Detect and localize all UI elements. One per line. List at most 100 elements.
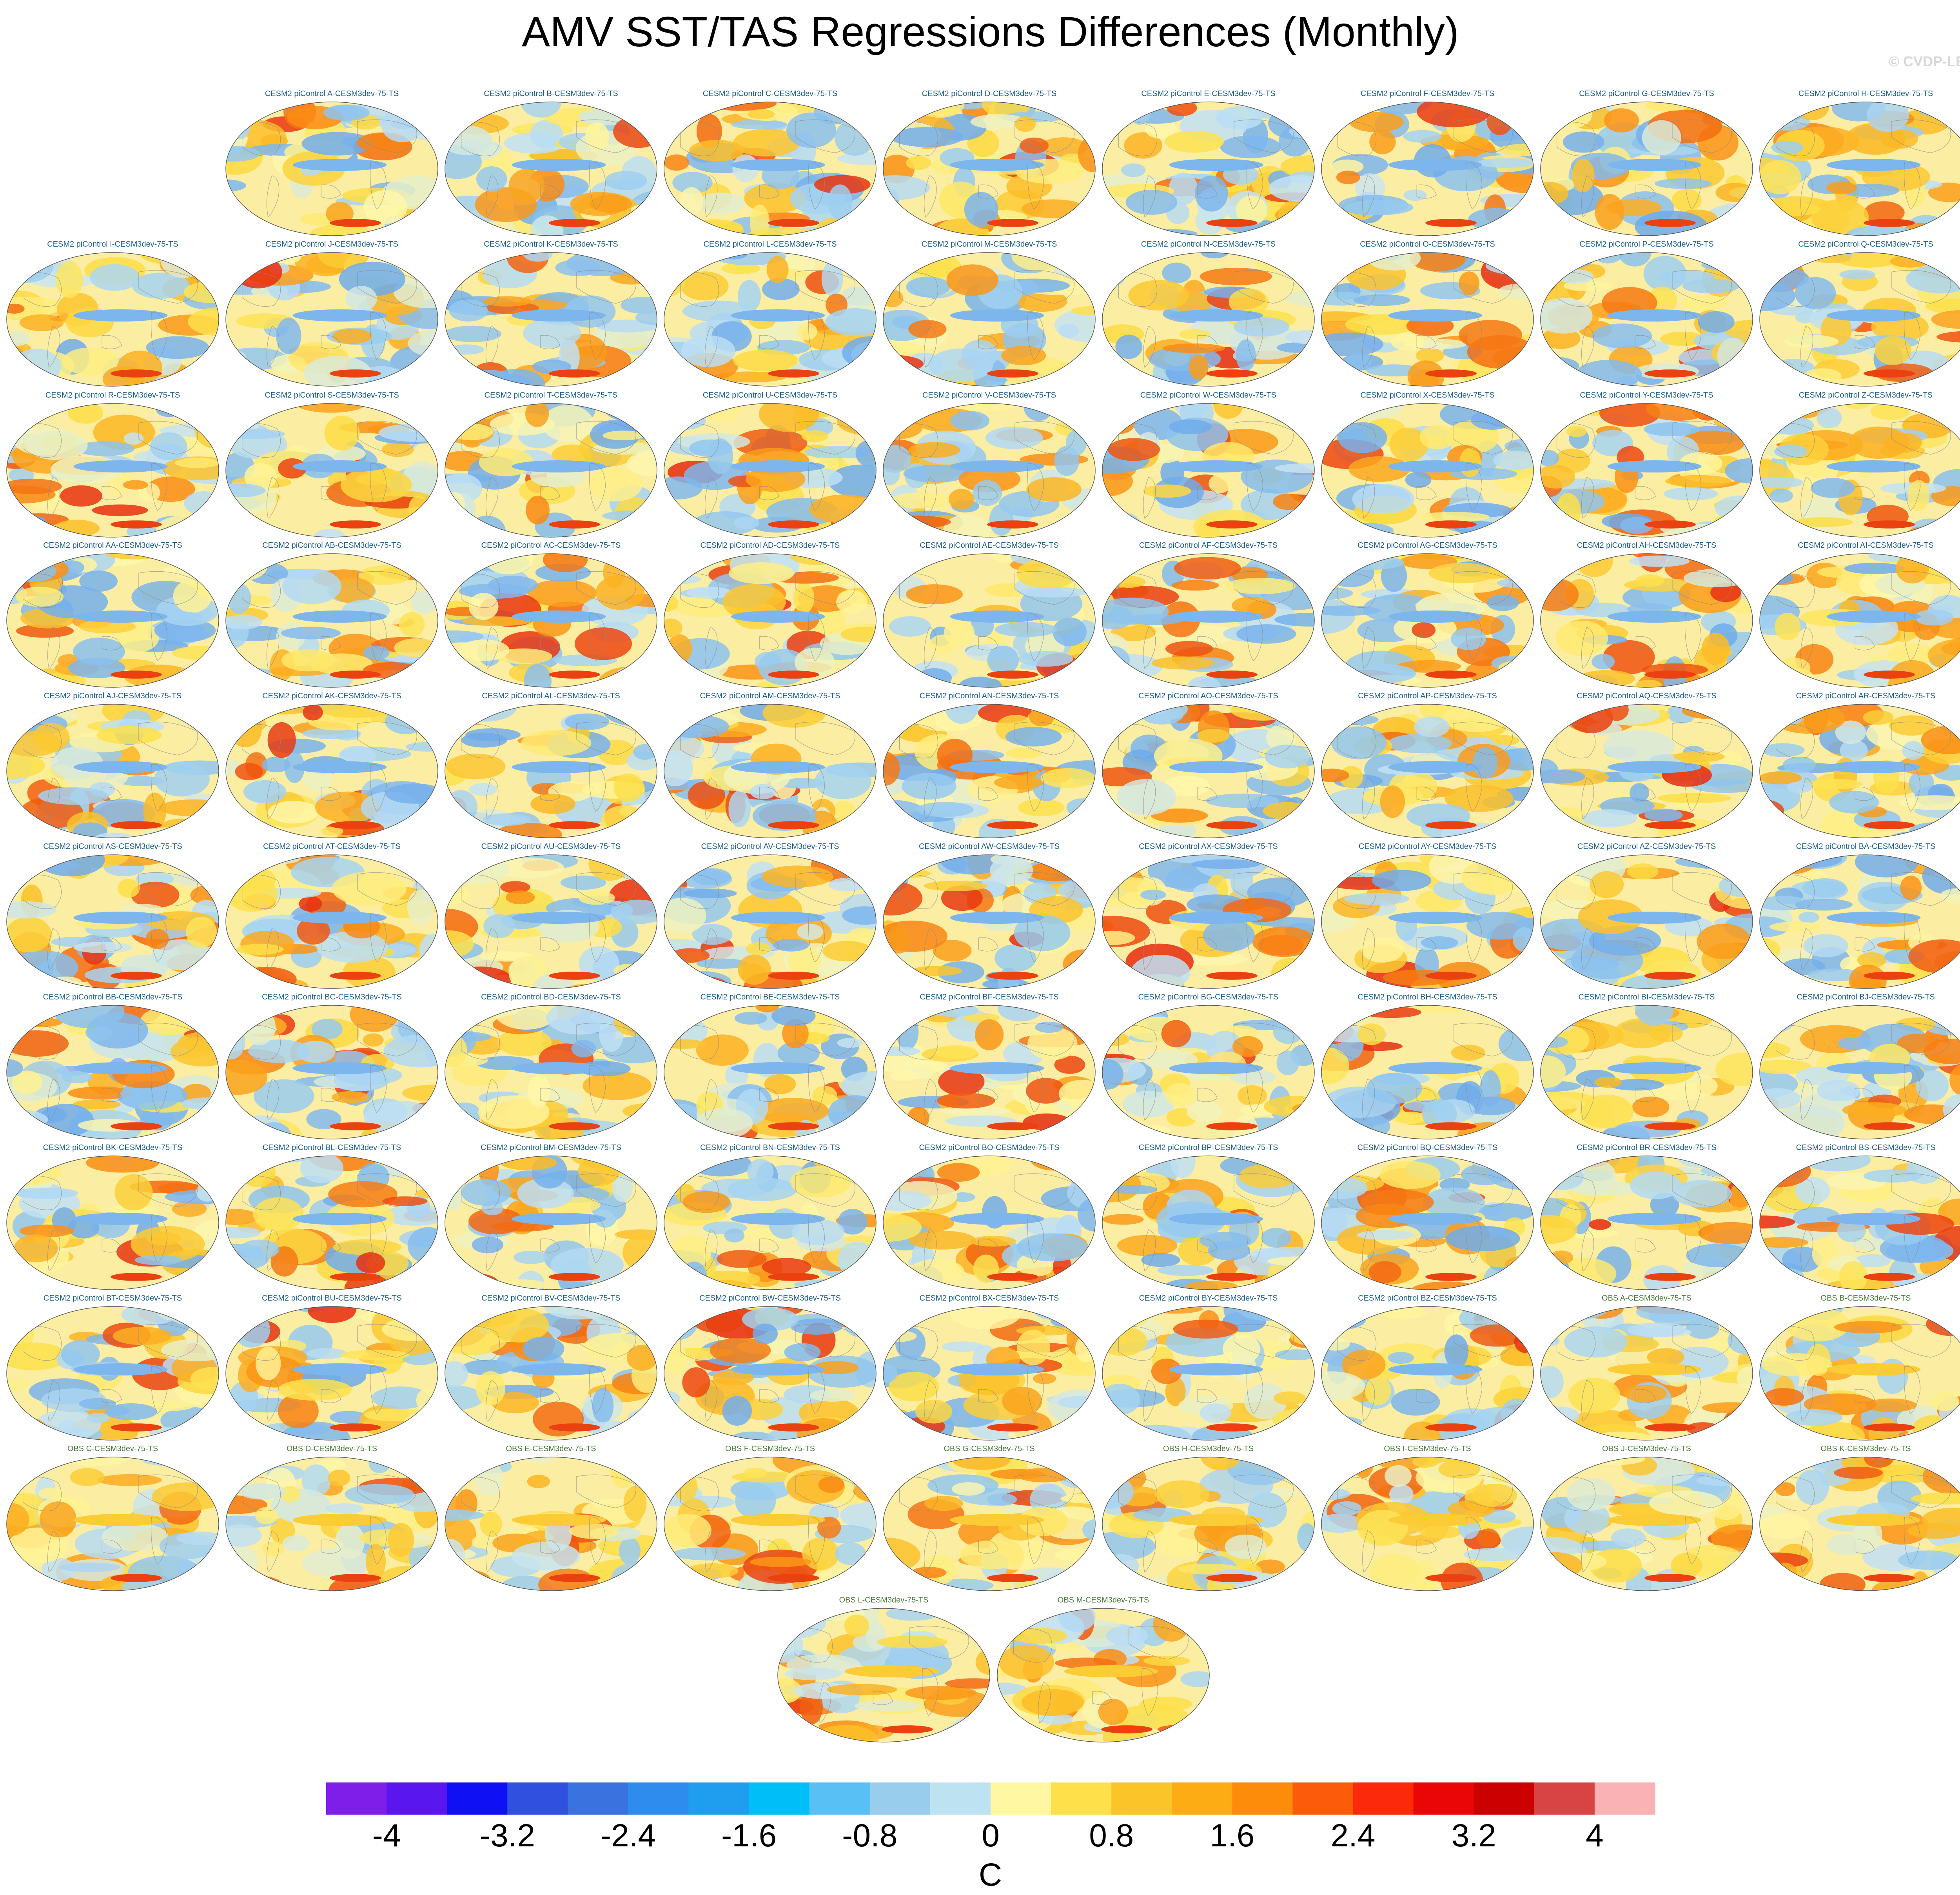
equatorial-pacific-band: [73, 1062, 168, 1074]
anomaly-patch: [1143, 484, 1191, 498]
coastline: [1672, 270, 1732, 304]
anomaly-patch: [333, 1239, 402, 1255]
coastline: [1027, 312, 1044, 360]
coastline: [23, 573, 62, 608]
coastline: [1557, 1176, 1596, 1210]
anomaly-patch: [1927, 856, 1960, 869]
anomaly-patch: [445, 1279, 480, 1290]
anomaly-patch: [1422, 1099, 1457, 1129]
robinson-map: [445, 854, 657, 989]
map-outline: [1321, 1005, 1534, 1139]
map-outline: [1759, 553, 1960, 688]
anomaly-patch: [1564, 1326, 1628, 1358]
map-panel-title: CESM2 piControl AU-CESM3dev-75-TS: [481, 842, 621, 851]
anomaly-patch: [235, 763, 263, 781]
chart-title: AMV SST/TAS Regressions Differences (Mon…: [522, 8, 1459, 55]
anomaly-patch: [7, 917, 52, 952]
anomaly-patch: [307, 1306, 356, 1323]
coastline: [1246, 764, 1263, 812]
map-panel-title: OBS D-CESM3dev-75-TS: [286, 1444, 377, 1453]
coastline: [1855, 787, 1875, 801]
coastline: [23, 1176, 62, 1210]
anomaly-patch: [1102, 403, 1143, 414]
anomaly-patch: [445, 1572, 465, 1591]
southern-ocean-patch: [768, 670, 819, 679]
anomaly-patch: [1760, 916, 1789, 938]
anomaly-patch: [1696, 828, 1753, 838]
anomaly-patch: [316, 931, 388, 963]
anomaly-patch: [1141, 1253, 1180, 1267]
anomaly-patch: [1280, 155, 1314, 178]
robinson-map: [664, 1156, 877, 1290]
anomaly-patch: [1660, 331, 1705, 346]
map-outline: [1759, 1156, 1960, 1290]
coastline: [759, 1539, 779, 1554]
anomaly-patch: [1592, 654, 1615, 670]
anomaly-patch: [1236, 339, 1256, 371]
coastline: [102, 937, 122, 952]
anomaly-patch: [1541, 465, 1575, 489]
anomaly-patch: [1854, 1254, 1891, 1268]
anomaly-patch: [891, 127, 964, 147]
anomaly-patch: [911, 966, 962, 976]
anomaly-patch: [1948, 1425, 1960, 1437]
anomaly-patch: [190, 1367, 219, 1391]
anomaly-patch: [1102, 1432, 1161, 1440]
anomaly-patch: [301, 132, 374, 156]
anomaly-patch: [835, 1542, 866, 1565]
map-outline: [1321, 403, 1534, 538]
anomaly-patch: [1165, 1377, 1186, 1406]
anomaly-patch: [7, 296, 67, 320]
robinson-map: [883, 1306, 1096, 1441]
coastline: [1118, 1025, 1158, 1060]
coastline: [357, 119, 417, 153]
equatorial-pacific-band: [292, 1363, 387, 1375]
southern-ocean-patch: [1206, 1273, 1258, 1281]
coastline: [1416, 184, 1437, 199]
southern-ocean-patch: [1425, 520, 1477, 529]
coastline: [1684, 463, 1702, 511]
anomaly-patch: [632, 253, 657, 272]
coastline: [1453, 421, 1513, 455]
map-panel-title: OBS E-CESM3dev-75-TS: [506, 1444, 596, 1453]
coastline: [357, 1023, 417, 1057]
coastline: [540, 486, 560, 500]
anomaly-patch: [244, 463, 277, 491]
coastline: [1672, 1173, 1732, 1207]
equatorial-pacific-band: [950, 1213, 1044, 1225]
anomaly-patch: [692, 1308, 743, 1333]
anomaly-patch: [621, 554, 657, 572]
southern-ocean-patch: [111, 972, 162, 980]
coastline: [680, 1176, 719, 1210]
anomaly-patch: [1014, 915, 1071, 952]
anomaly-patch: [323, 104, 370, 121]
coastline: [1246, 1517, 1263, 1565]
map-panel-title: CESM2 piControl AJ-CESM3dev-75-TS: [44, 692, 182, 700]
robinson-map: [6, 1306, 219, 1441]
anomaly-patch: [908, 320, 947, 339]
coastline: [1581, 928, 1594, 970]
anomaly-patch: [1555, 493, 1581, 530]
anomaly-patch: [1472, 747, 1498, 778]
anomaly-patch: [1655, 178, 1712, 189]
robinson-map: [1102, 553, 1315, 688]
coastline: [1014, 721, 1074, 756]
anomaly-patch: [445, 1032, 492, 1042]
southern-ocean-patch: [330, 670, 381, 679]
anomaly-patch: [812, 1086, 837, 1106]
anomaly-patch: [1105, 525, 1142, 537]
robinson-map: [1540, 854, 1753, 989]
map-outline: [1321, 102, 1534, 236]
anomaly-patch: [1541, 1197, 1570, 1219]
coastline: [1635, 937, 1656, 952]
map-panel-title: OBS C-CESM3dev-75-TS: [67, 1444, 158, 1453]
anomaly-patch: [461, 1179, 511, 1206]
map-panel-title: CESM2 piControl BG-CESM3dev-75-TS: [1138, 993, 1279, 1001]
map-panel-title: CESM2 piControl AR-CESM3dev-75-TS: [1796, 692, 1936, 700]
coastline: [1027, 162, 1044, 210]
coastline: [899, 874, 938, 909]
anomaly-patch: [1102, 1214, 1144, 1225]
coastline: [1143, 1229, 1156, 1271]
anomaly-patch: [382, 442, 414, 457]
coastline: [485, 1530, 499, 1572]
